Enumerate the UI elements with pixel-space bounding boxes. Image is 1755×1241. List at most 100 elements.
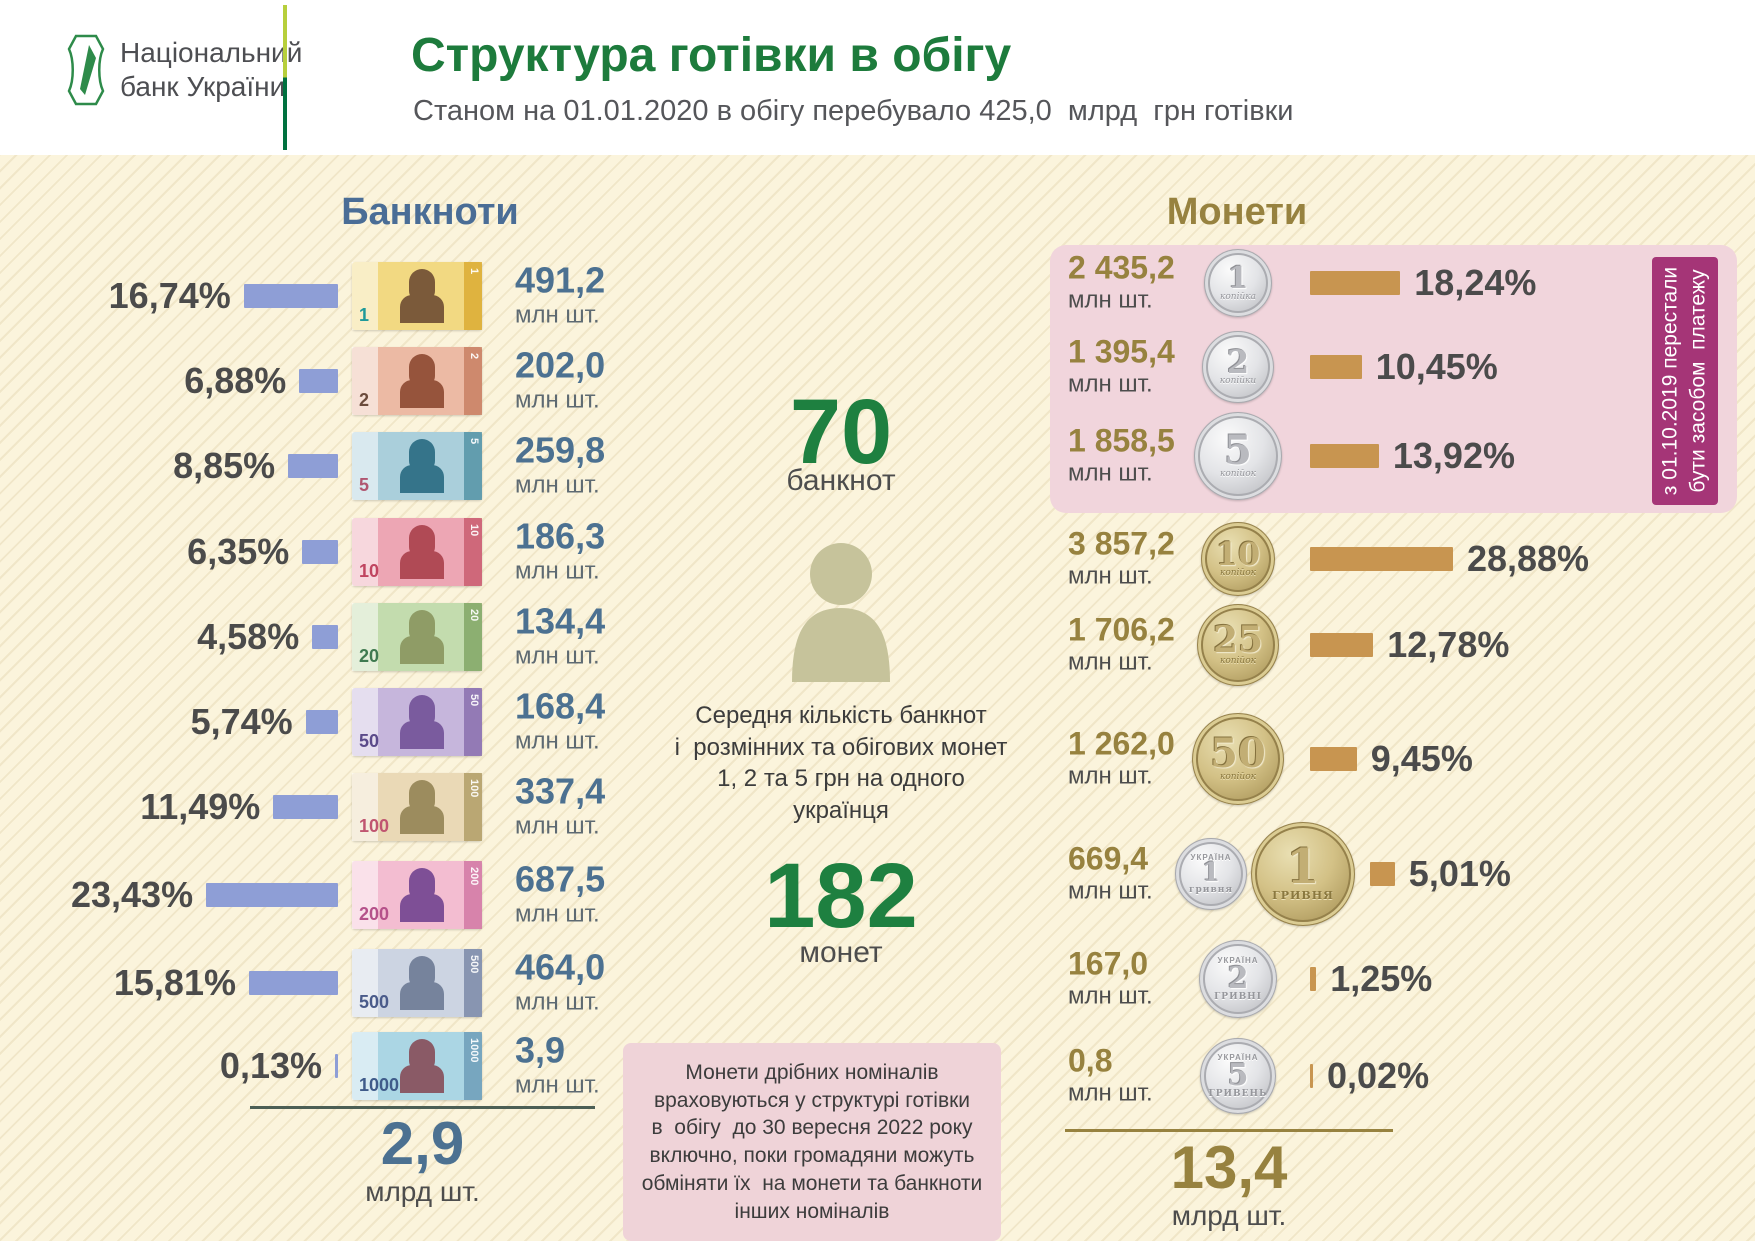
banknotes-total-value: 2,9 bbox=[380, 1110, 465, 1177]
note-denomination: 10 bbox=[359, 561, 380, 581]
note-denomination-band bbox=[464, 603, 482, 671]
nbu-logo-text: Національний банк України bbox=[120, 37, 303, 103]
banknote-share-bar bbox=[299, 369, 338, 393]
coins-total-value: 13,4 bbox=[1170, 1134, 1288, 1201]
coin-image-10-kopiyok: 10 копійок bbox=[1201, 522, 1275, 596]
page-title: Структура готівки в обігу bbox=[411, 29, 1012, 82]
note-watermark-area bbox=[352, 262, 378, 330]
note-denomination: 50 bbox=[359, 731, 380, 751]
coin-share-label: 10,45% bbox=[1375, 346, 1498, 387]
note-watermark-area bbox=[352, 1032, 378, 1100]
note-denomination: 2 bbox=[359, 390, 370, 410]
coins-per-person-label: монет bbox=[799, 936, 883, 969]
banknote-count: 134,4 bbox=[515, 600, 606, 642]
coin-count-unit: млн шт. bbox=[1068, 762, 1153, 790]
coins-total-divider bbox=[1065, 1129, 1393, 1132]
coin-share-label: 9,45% bbox=[1370, 738, 1473, 779]
banknote-image-100-uah: 100 100 bbox=[352, 773, 482, 841]
coin-word: ГРИВНЯ bbox=[1272, 889, 1334, 903]
note-denomination-vertical: 10 bbox=[468, 524, 480, 537]
note-denomination-band bbox=[464, 432, 482, 500]
coin-denomination: 10 bbox=[1215, 534, 1261, 573]
banknote-count-unit: млн шт. bbox=[515, 988, 600, 1016]
portrait-silhouette bbox=[400, 269, 444, 323]
coins-total-unit: млрд шт. bbox=[1171, 1200, 1287, 1231]
banknote-image-20-uah: 20 20 bbox=[352, 603, 482, 671]
coin-count: 1 858,5 bbox=[1068, 422, 1175, 459]
portrait-silhouette bbox=[400, 695, 444, 749]
banknote-row-200: 23,43% 200 200 687,5 млн шт. bbox=[0, 857, 640, 933]
portrait-silhouette bbox=[400, 868, 444, 922]
banknote-row-1000: 0,13% 1000 1000 3,9 млн шт. bbox=[0, 1028, 640, 1104]
coin-image-50-kopiyok: 50 копійок bbox=[1192, 713, 1284, 805]
coin-count: 2 435,2 bbox=[1068, 249, 1175, 286]
note-watermark-area bbox=[352, 688, 378, 756]
note-denomination-band bbox=[464, 688, 482, 756]
coin-count-unit: млн шт. bbox=[1068, 562, 1153, 590]
coin-denomination: 1 bbox=[1201, 857, 1221, 888]
coin-count-unit: млн шт. bbox=[1068, 286, 1153, 314]
banknote-row-2: 6,88% 2 2 202,0 млн шт. bbox=[0, 343, 640, 419]
banknotes-per-person-value: 70 bbox=[789, 381, 893, 483]
coin-image-2-kopiyky: 2 копійки bbox=[1202, 331, 1274, 403]
coin-denomination: 2 bbox=[1226, 342, 1250, 381]
coin-share-label: 1,25% bbox=[1330, 958, 1433, 999]
banknote-share-bar bbox=[302, 540, 338, 564]
banknote-share-label: 6,88% bbox=[184, 360, 287, 401]
coin-count-unit: млн шт. bbox=[1068, 370, 1153, 398]
coin-row-1-uah: 669,4 млн шт. УКРАЇНА 1 гривня 1 ГРИВНЯ … bbox=[1050, 822, 1755, 926]
note-denomination-vertical: 50 bbox=[468, 694, 480, 707]
coin-row-50-kop: 1 262,0 млн шт. 50 копійок 9,45% bbox=[1050, 713, 1755, 805]
coin-row-1-kop: 2 435,2 млн шт. 1 копійка 18,24% bbox=[1050, 238, 1755, 328]
banknote-count: 186,3 bbox=[515, 515, 606, 557]
banknote-row-500: 15,81% 500 500 464,0 млн шт. bbox=[0, 945, 640, 1021]
coin-denomination: 25 bbox=[1212, 618, 1264, 661]
banknote-share-bar bbox=[273, 795, 338, 819]
coin-count-unit: млн шт. bbox=[1068, 648, 1153, 676]
coins-total: 13,4 млрд шт. bbox=[1065, 1138, 1393, 1232]
coin-image-1-kopiyka: 1 копійка bbox=[1204, 249, 1272, 317]
coin-word: гривня bbox=[1189, 885, 1233, 896]
coin-word: копійки bbox=[1219, 376, 1257, 387]
coin-image-1-hryvnia-old: 1 ГРИВНЯ bbox=[1251, 822, 1355, 926]
coin-row-5-kop: 1 858,5 млн шт. 5 копійок 13,92% bbox=[1050, 411, 1755, 501]
coin-denomination: 50 bbox=[1210, 730, 1266, 777]
note-watermark-area bbox=[352, 347, 378, 415]
banknote-share-bar bbox=[288, 454, 338, 478]
coin-denomination: 2 bbox=[1227, 961, 1249, 996]
person-icon bbox=[776, 538, 906, 687]
banknote-row-20: 4,58% 20 20 134,4 млн шт. bbox=[0, 599, 640, 675]
small-coins-note: Монети дрібних номіналів враховуються у … bbox=[623, 1043, 1001, 1241]
coin-word: копійок bbox=[1219, 772, 1257, 782]
banknote-count-unit: млн шт. bbox=[515, 386, 600, 414]
coin-count: 0,8 bbox=[1068, 1042, 1113, 1079]
banknote-share-bar bbox=[335, 1054, 338, 1078]
note-denomination-band bbox=[464, 949, 482, 1017]
note-denomination: 5 bbox=[359, 475, 370, 495]
coin-image-5-hryven: УКРАЇНА 5 ГРИВЕНЬ bbox=[1200, 1038, 1276, 1114]
banknote-share-label: 8,85% bbox=[173, 445, 276, 486]
banknote-row-50: 5,74% 50 50 168,4 млн шт. bbox=[0, 684, 640, 760]
coin-denomination: 5 bbox=[1224, 427, 1252, 474]
banknote-count-unit: млн шт. bbox=[515, 642, 600, 670]
banknote-share-label: 16,74% bbox=[108, 275, 231, 316]
coin-country-label: УКРАЇНА bbox=[1190, 852, 1232, 862]
banknote-share-bar bbox=[206, 883, 338, 907]
banknote-image-1000-uah: 1000 1000 bbox=[352, 1032, 482, 1100]
banknote-row-5: 8,85% 5 5 259,8 млн шт. bbox=[0, 428, 640, 504]
coin-image-25-kopiyok: 25 копійок bbox=[1197, 604, 1279, 686]
note-denomination-band bbox=[464, 1032, 482, 1100]
coin-image-5-kopiyok: 5 копійок bbox=[1194, 412, 1282, 500]
coin-denomination: 5 bbox=[1227, 1058, 1249, 1093]
coin-count-unit: млн шт. bbox=[1068, 982, 1153, 1010]
coin-row-10-kop: 3 857,2 млн шт. 10 копійок 28,88% bbox=[1050, 514, 1755, 604]
note-denomination-vertical: 100 bbox=[468, 779, 480, 798]
note-denomination-band bbox=[464, 773, 482, 841]
banknote-count-unit: млн шт. bbox=[515, 471, 600, 499]
portrait-silhouette bbox=[400, 610, 444, 664]
coin-row-25-kop: 1 706,2 млн шт. 25 копійок 12,78% bbox=[1050, 600, 1755, 690]
banknote-share-bar bbox=[305, 710, 338, 734]
note-denomination-vertical: 20 bbox=[468, 609, 480, 622]
banknotes-total: 2,9 млрд шт. bbox=[250, 1114, 595, 1208]
